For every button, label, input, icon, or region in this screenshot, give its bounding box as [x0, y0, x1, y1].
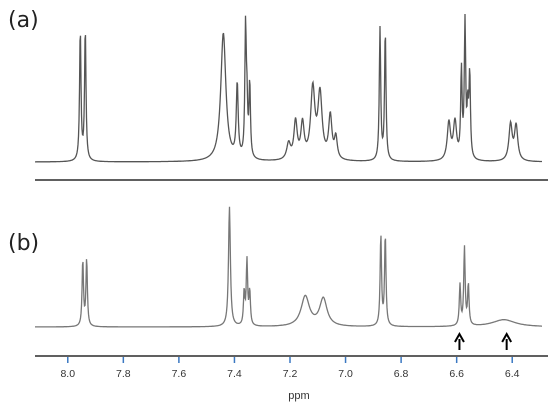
arrow-annotation-2	[501, 331, 513, 350]
x-tick-label: 7.2	[283, 368, 298, 380]
x-tick-label: 7.0	[338, 368, 353, 380]
x-tick-label: 6.4	[505, 368, 520, 380]
x-tick-label: 7.6	[172, 368, 187, 380]
x-axis-ticks: 8.0 7.8 7.6 7.4 7.2 7.0 6.8 6.6 6.4	[60, 357, 520, 380]
x-tick-label: 6.6	[449, 368, 464, 380]
x-tick-label: 8.0	[60, 368, 75, 380]
spectrum-a-trace	[35, 13, 542, 163]
x-axis-title: ppm	[288, 390, 309, 402]
arrow-head-icon	[501, 331, 513, 343]
arrow-annotation-1	[454, 331, 465, 350]
x-axis: 8.0 7.8 7.6 7.4 7.2 7.0 6.8 6.6 6.4 ppm	[35, 355, 548, 402]
spectrum-a	[35, 13, 542, 163]
x-tick-label: 7.4	[227, 368, 242, 380]
spectrum-b-annotations	[454, 331, 513, 350]
panel-label-a: (a)	[8, 8, 39, 33]
arrow-head-icon	[454, 331, 465, 343]
panel-label-b: (b)	[8, 231, 39, 256]
spectrum-b-trace	[35, 206, 542, 328]
x-tick-label: 6.8	[394, 368, 409, 380]
spectrum-b	[35, 206, 542, 328]
x-tick-label: 7.8	[116, 368, 131, 380]
